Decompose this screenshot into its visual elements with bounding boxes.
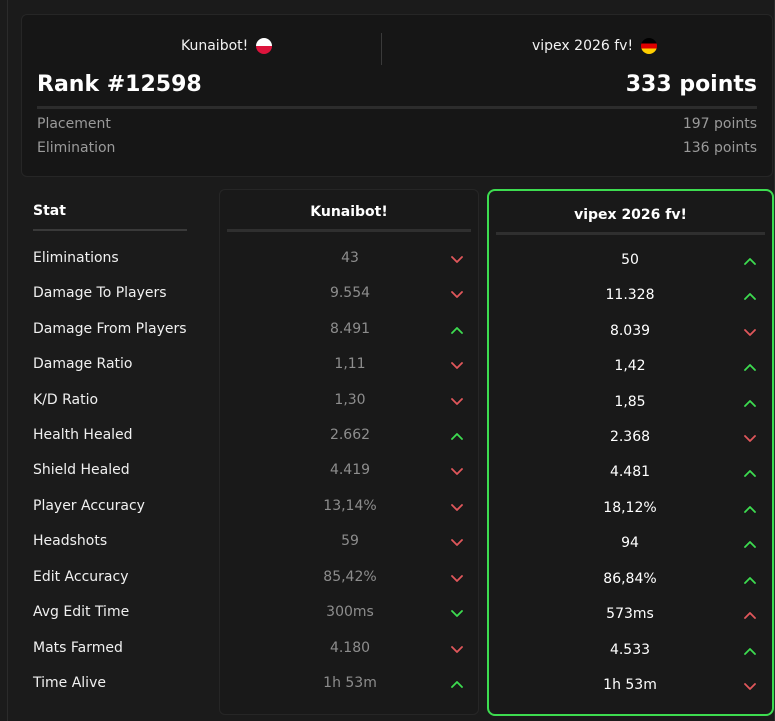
- player2-column-header[interactable]: vipex 2026 fv!: [574, 207, 687, 223]
- chevron-down-icon: [451, 537, 463, 547]
- chevron-up-icon: [744, 610, 756, 620]
- chevron-down-icon: [451, 644, 463, 654]
- rank-title: Rank #12598: [37, 72, 202, 97]
- player1-stat-value: 13,14%: [323, 498, 377, 514]
- player2-stat-value: 4.533: [609, 642, 651, 658]
- chevron-down-icon: [451, 360, 463, 370]
- stat-label: K/D Ratio: [33, 392, 99, 408]
- chevron-up-icon: [744, 575, 756, 585]
- summary-player2-name: vipex 2026 fv!: [532, 38, 634, 54]
- chevron-up-icon: [744, 291, 756, 301]
- player1-column: Kunaibot!: [219, 189, 479, 715]
- player2-stat-value: 1h 53m: [603, 677, 657, 693]
- elimination-label: Elimination: [37, 140, 116, 156]
- summary-divider: [37, 106, 757, 109]
- player1-stat-value: 43: [341, 250, 359, 266]
- placement-label: Placement: [37, 116, 111, 132]
- chevron-up-icon: [744, 256, 756, 266]
- chevron-down-icon: [744, 681, 756, 691]
- summary-player1-name: Kunaibot!: [181, 38, 249, 54]
- stat-label: Player Accuracy: [33, 498, 145, 514]
- stat-label: Health Healed: [33, 427, 133, 443]
- stat-label: Damage From Players: [33, 321, 187, 337]
- stat-label: Eliminations: [33, 250, 119, 266]
- stat-label: Damage Ratio: [33, 356, 133, 372]
- player1-stat-value: 8.491: [329, 321, 371, 337]
- player1-stat-value: 1,11: [334, 356, 366, 372]
- player1-stat-value: 59: [341, 533, 359, 549]
- chevron-up-icon: [744, 646, 756, 656]
- player1-column-underline: [227, 229, 471, 232]
- chevron-down-icon: [451, 502, 463, 512]
- player2-stat-value: 94: [621, 535, 639, 551]
- player2-stat-value: 8.039: [609, 323, 651, 339]
- player1-stat-value: 9.554: [329, 285, 371, 301]
- summary-player2[interactable]: vipex 2026 fv!: [532, 38, 658, 54]
- chevron-up-icon: [451, 431, 463, 441]
- player1-stat-value: 300ms: [326, 604, 374, 620]
- stat-label: Damage To Players: [33, 285, 167, 301]
- player1-stat-value: 1h 53m: [323, 675, 377, 691]
- player2-stat-value: 2.368: [609, 429, 651, 445]
- chevron-up-icon: [744, 539, 756, 549]
- player2-stat-value: 50: [621, 252, 639, 268]
- chevron-down-icon: [744, 433, 756, 443]
- stat-column-underline: [33, 229, 187, 231]
- chevron-up-icon: [744, 398, 756, 408]
- chevron-down-icon: [451, 254, 463, 264]
- chevron-up-icon: [744, 468, 756, 478]
- chevron-up-icon: [451, 679, 463, 689]
- left-edge: [7, 0, 8, 721]
- summary-player1[interactable]: Kunaibot!: [181, 38, 273, 54]
- stat-column-header: Stat: [33, 203, 66, 219]
- stat-label: Time Alive: [33, 675, 106, 691]
- flag-germany-icon: [641, 38, 658, 54]
- chevron-down-icon: [451, 608, 463, 618]
- total-points: 333 points: [625, 72, 757, 97]
- player2-column-highlighted: vipex 2026 fv!: [487, 189, 774, 716]
- player2-stat-value: 86,84%: [603, 571, 657, 587]
- player1-stat-value: 85,42%: [323, 569, 377, 585]
- chevron-down-icon: [451, 396, 463, 406]
- match-summary-card: Kunaibot! vipex 2026 fv! Rank #12598 333…: [21, 14, 773, 177]
- chevron-up-icon: [451, 325, 463, 335]
- players-divider: [381, 33, 382, 65]
- player1-stat-value: 1,30: [334, 392, 366, 408]
- player1-stat-value: 4.180: [329, 640, 371, 656]
- elimination-value: 136 points: [682, 140, 757, 156]
- chevron-down-icon: [451, 289, 463, 299]
- player2-column-underline: [496, 232, 765, 235]
- player2-stat-value: 11.328: [605, 287, 655, 303]
- chevron-down-icon: [451, 466, 463, 476]
- player1-stat-value: 4.419: [329, 462, 371, 478]
- chevron-up-icon: [744, 362, 756, 372]
- chevron-down-icon: [744, 327, 756, 337]
- stat-label: Headshots: [33, 533, 108, 549]
- player2-stat-value: 1,85: [614, 394, 646, 410]
- placement-value: 197 points: [682, 116, 757, 132]
- player1-stat-value: 2.662: [329, 427, 371, 443]
- player2-stat-value: 18,12%: [603, 500, 657, 516]
- stat-label: Mats Farmed: [33, 640, 123, 656]
- flag-poland-icon: [256, 38, 273, 54]
- player1-column-header[interactable]: Kunaibot!: [310, 204, 388, 220]
- player2-stat-value: 1,42: [614, 358, 646, 374]
- stat-label: Shield Healed: [33, 462, 130, 478]
- chevron-up-icon: [744, 504, 756, 514]
- chevron-down-icon: [451, 573, 463, 583]
- stat-label: Edit Accuracy: [33, 569, 129, 585]
- stat-label: Avg Edit Time: [33, 604, 130, 620]
- player2-stat-value: 4.481: [609, 464, 651, 480]
- player2-stat-value: 573ms: [606, 606, 654, 622]
